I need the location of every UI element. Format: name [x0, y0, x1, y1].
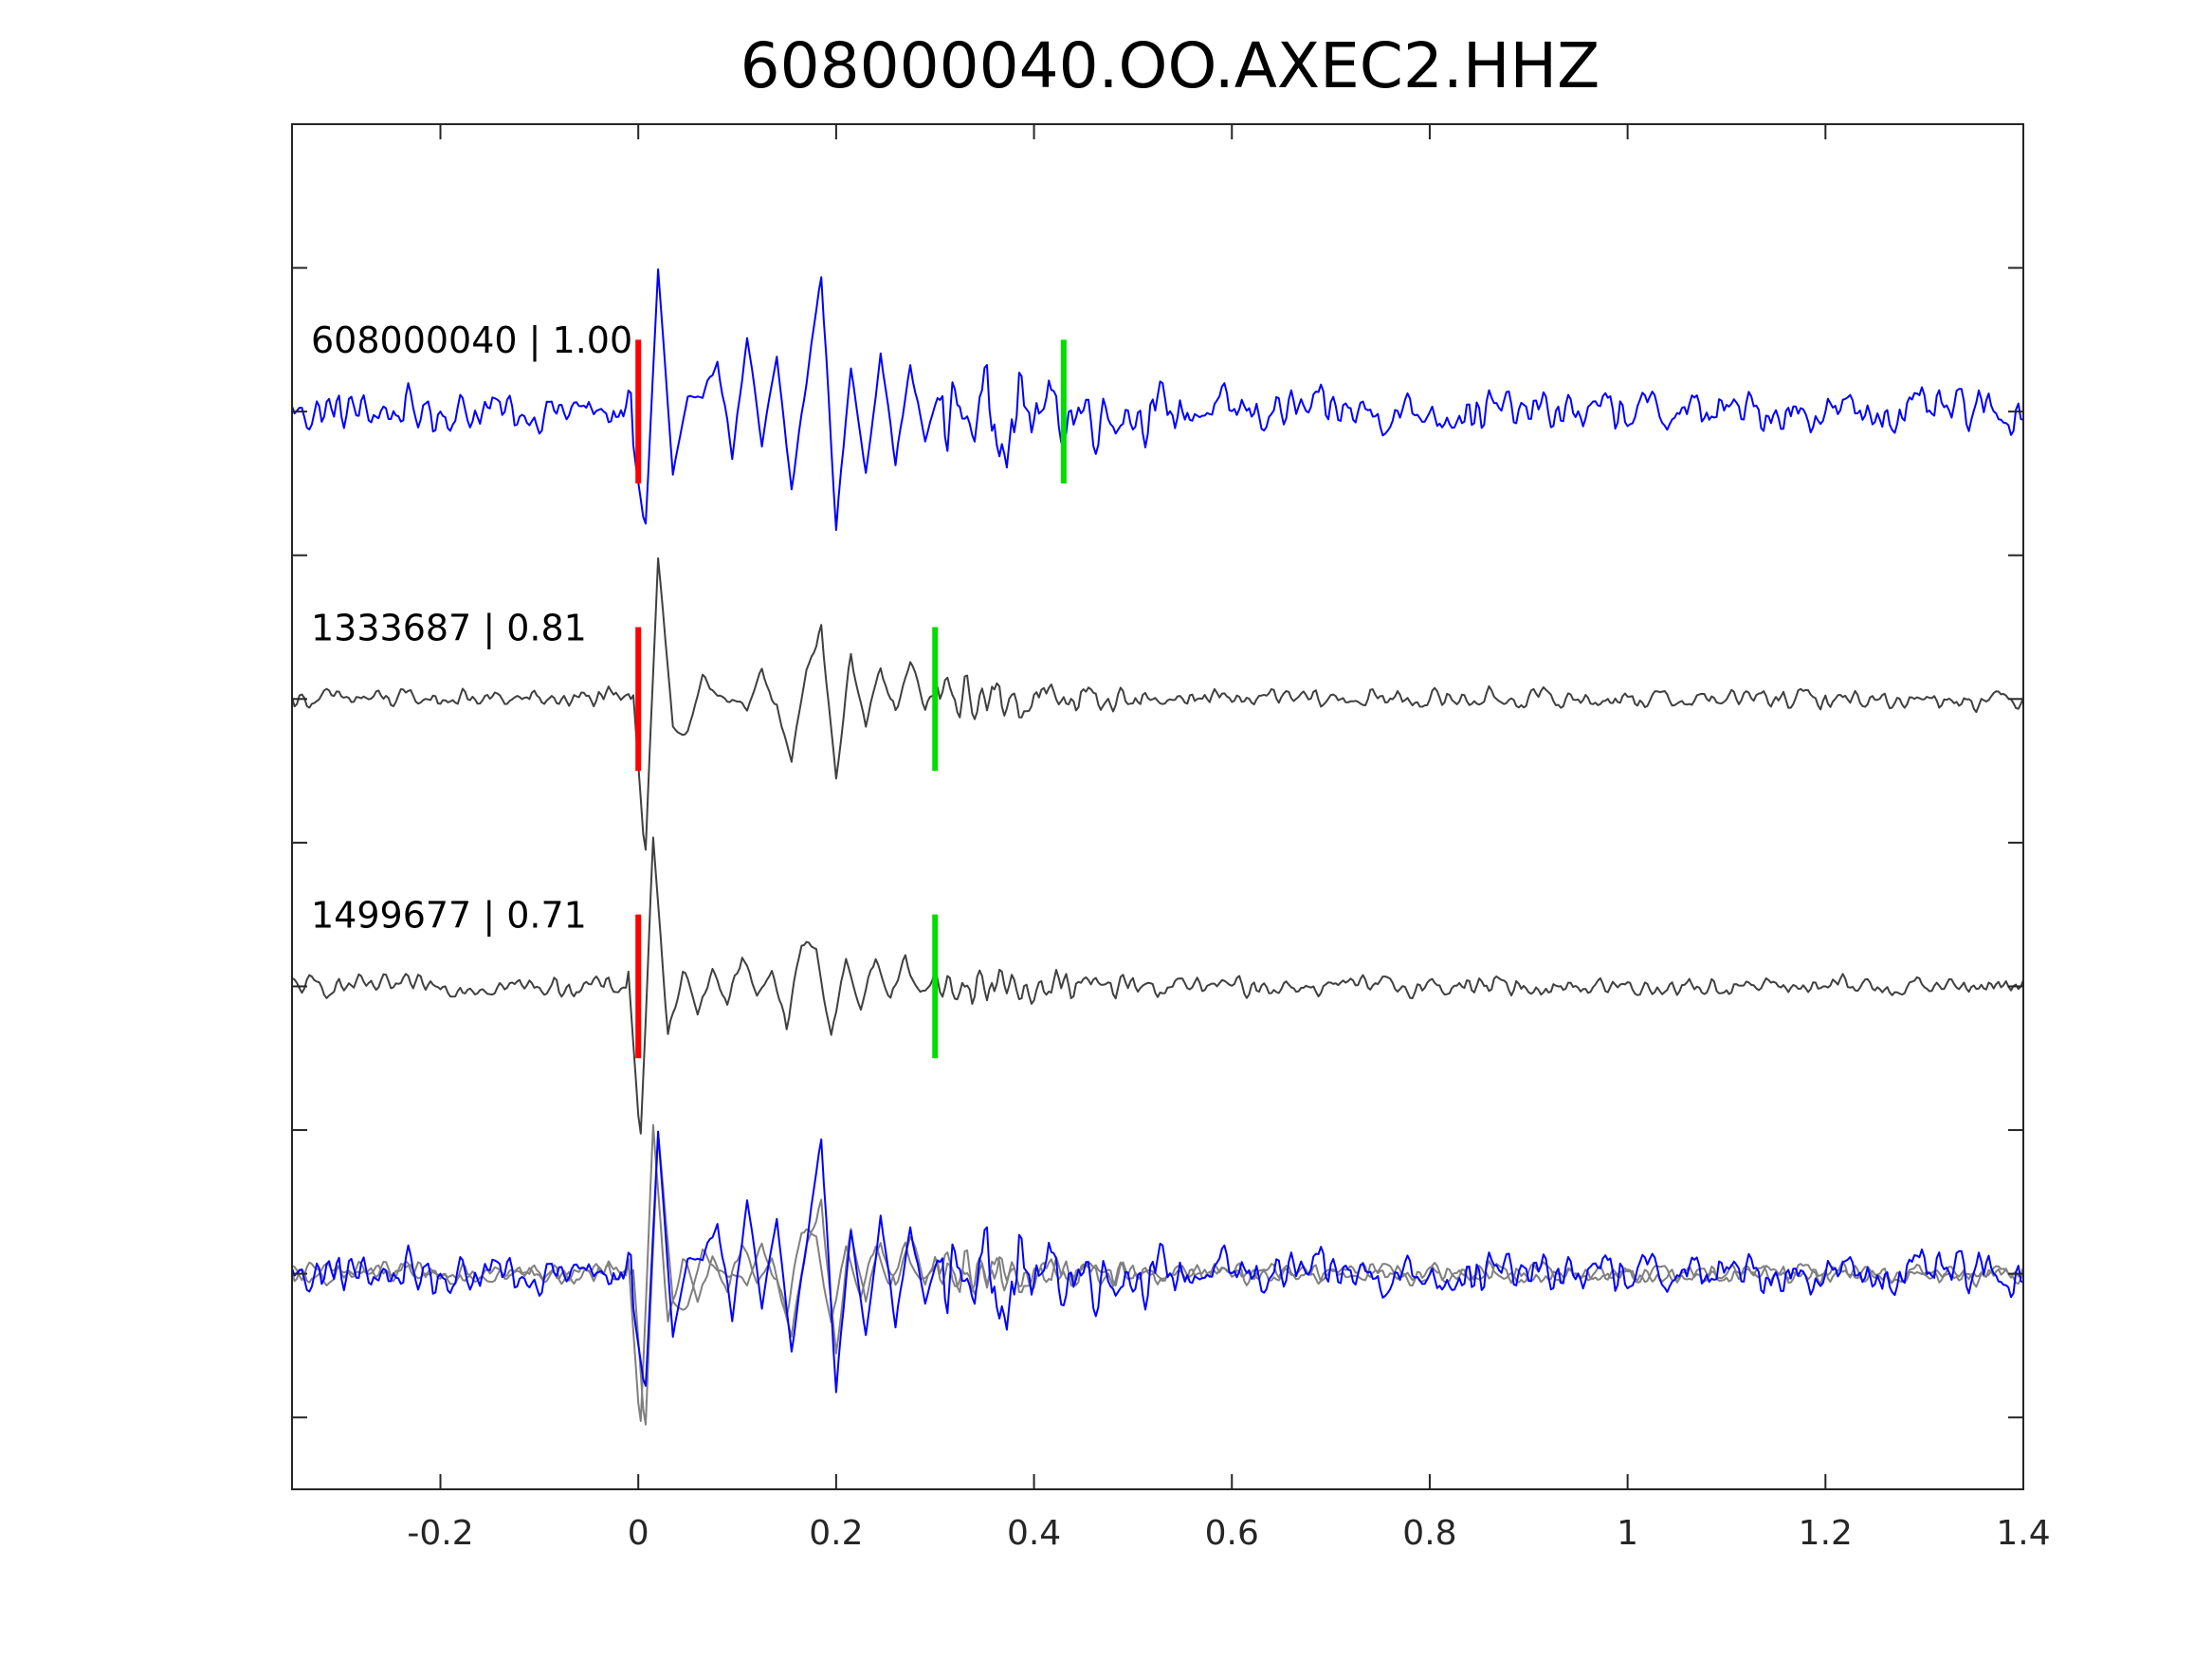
overlay-line-1499677	[291, 1123, 2024, 1422]
x-tick-label: 1.2	[1799, 1514, 1853, 1553]
x-tick-label: 0.8	[1402, 1514, 1456, 1553]
trace-labels-group: 608000040 | 1.00 1333687 | 0.81 1499677 | …	[311, 319, 632, 937]
chart-title: 608000040.OO.AXEC2.HHZ	[740, 29, 1600, 102]
axes-box	[291, 123, 2024, 1490]
x-tick-label: 0.6	[1205, 1514, 1259, 1553]
x-tick-label: 0.2	[809, 1514, 863, 1553]
x-tick-label: -0.2	[407, 1514, 473, 1553]
axis-ticks-group: -0.2 0 0.2 0.4 0.6 0.8 1 1.2 1.4	[292, 124, 2051, 1553]
x-tick-label: 0	[628, 1514, 649, 1553]
trace-label-1333687: 1333687 | 0.81	[311, 607, 587, 649]
picks-group	[635, 339, 1067, 1059]
x-tick-label: 1.4	[1996, 1514, 2050, 1553]
trace-label-1499677: 1499677 | 0.71	[311, 894, 587, 937]
overlay-line-1333687	[291, 1132, 2024, 1426]
traces-group	[291, 268, 2024, 1426]
trace-line-608000040	[291, 268, 2024, 532]
trace-line-1333687	[291, 556, 2024, 851]
trace-label-608000040: 608000040 | 1.00	[311, 319, 632, 362]
overlay-line-608000040	[291, 1130, 2024, 1394]
x-tick-label: 0.4	[1007, 1514, 1061, 1553]
x-tick-label: 1	[1617, 1514, 1638, 1553]
trace-line-1499677	[291, 836, 2024, 1135]
